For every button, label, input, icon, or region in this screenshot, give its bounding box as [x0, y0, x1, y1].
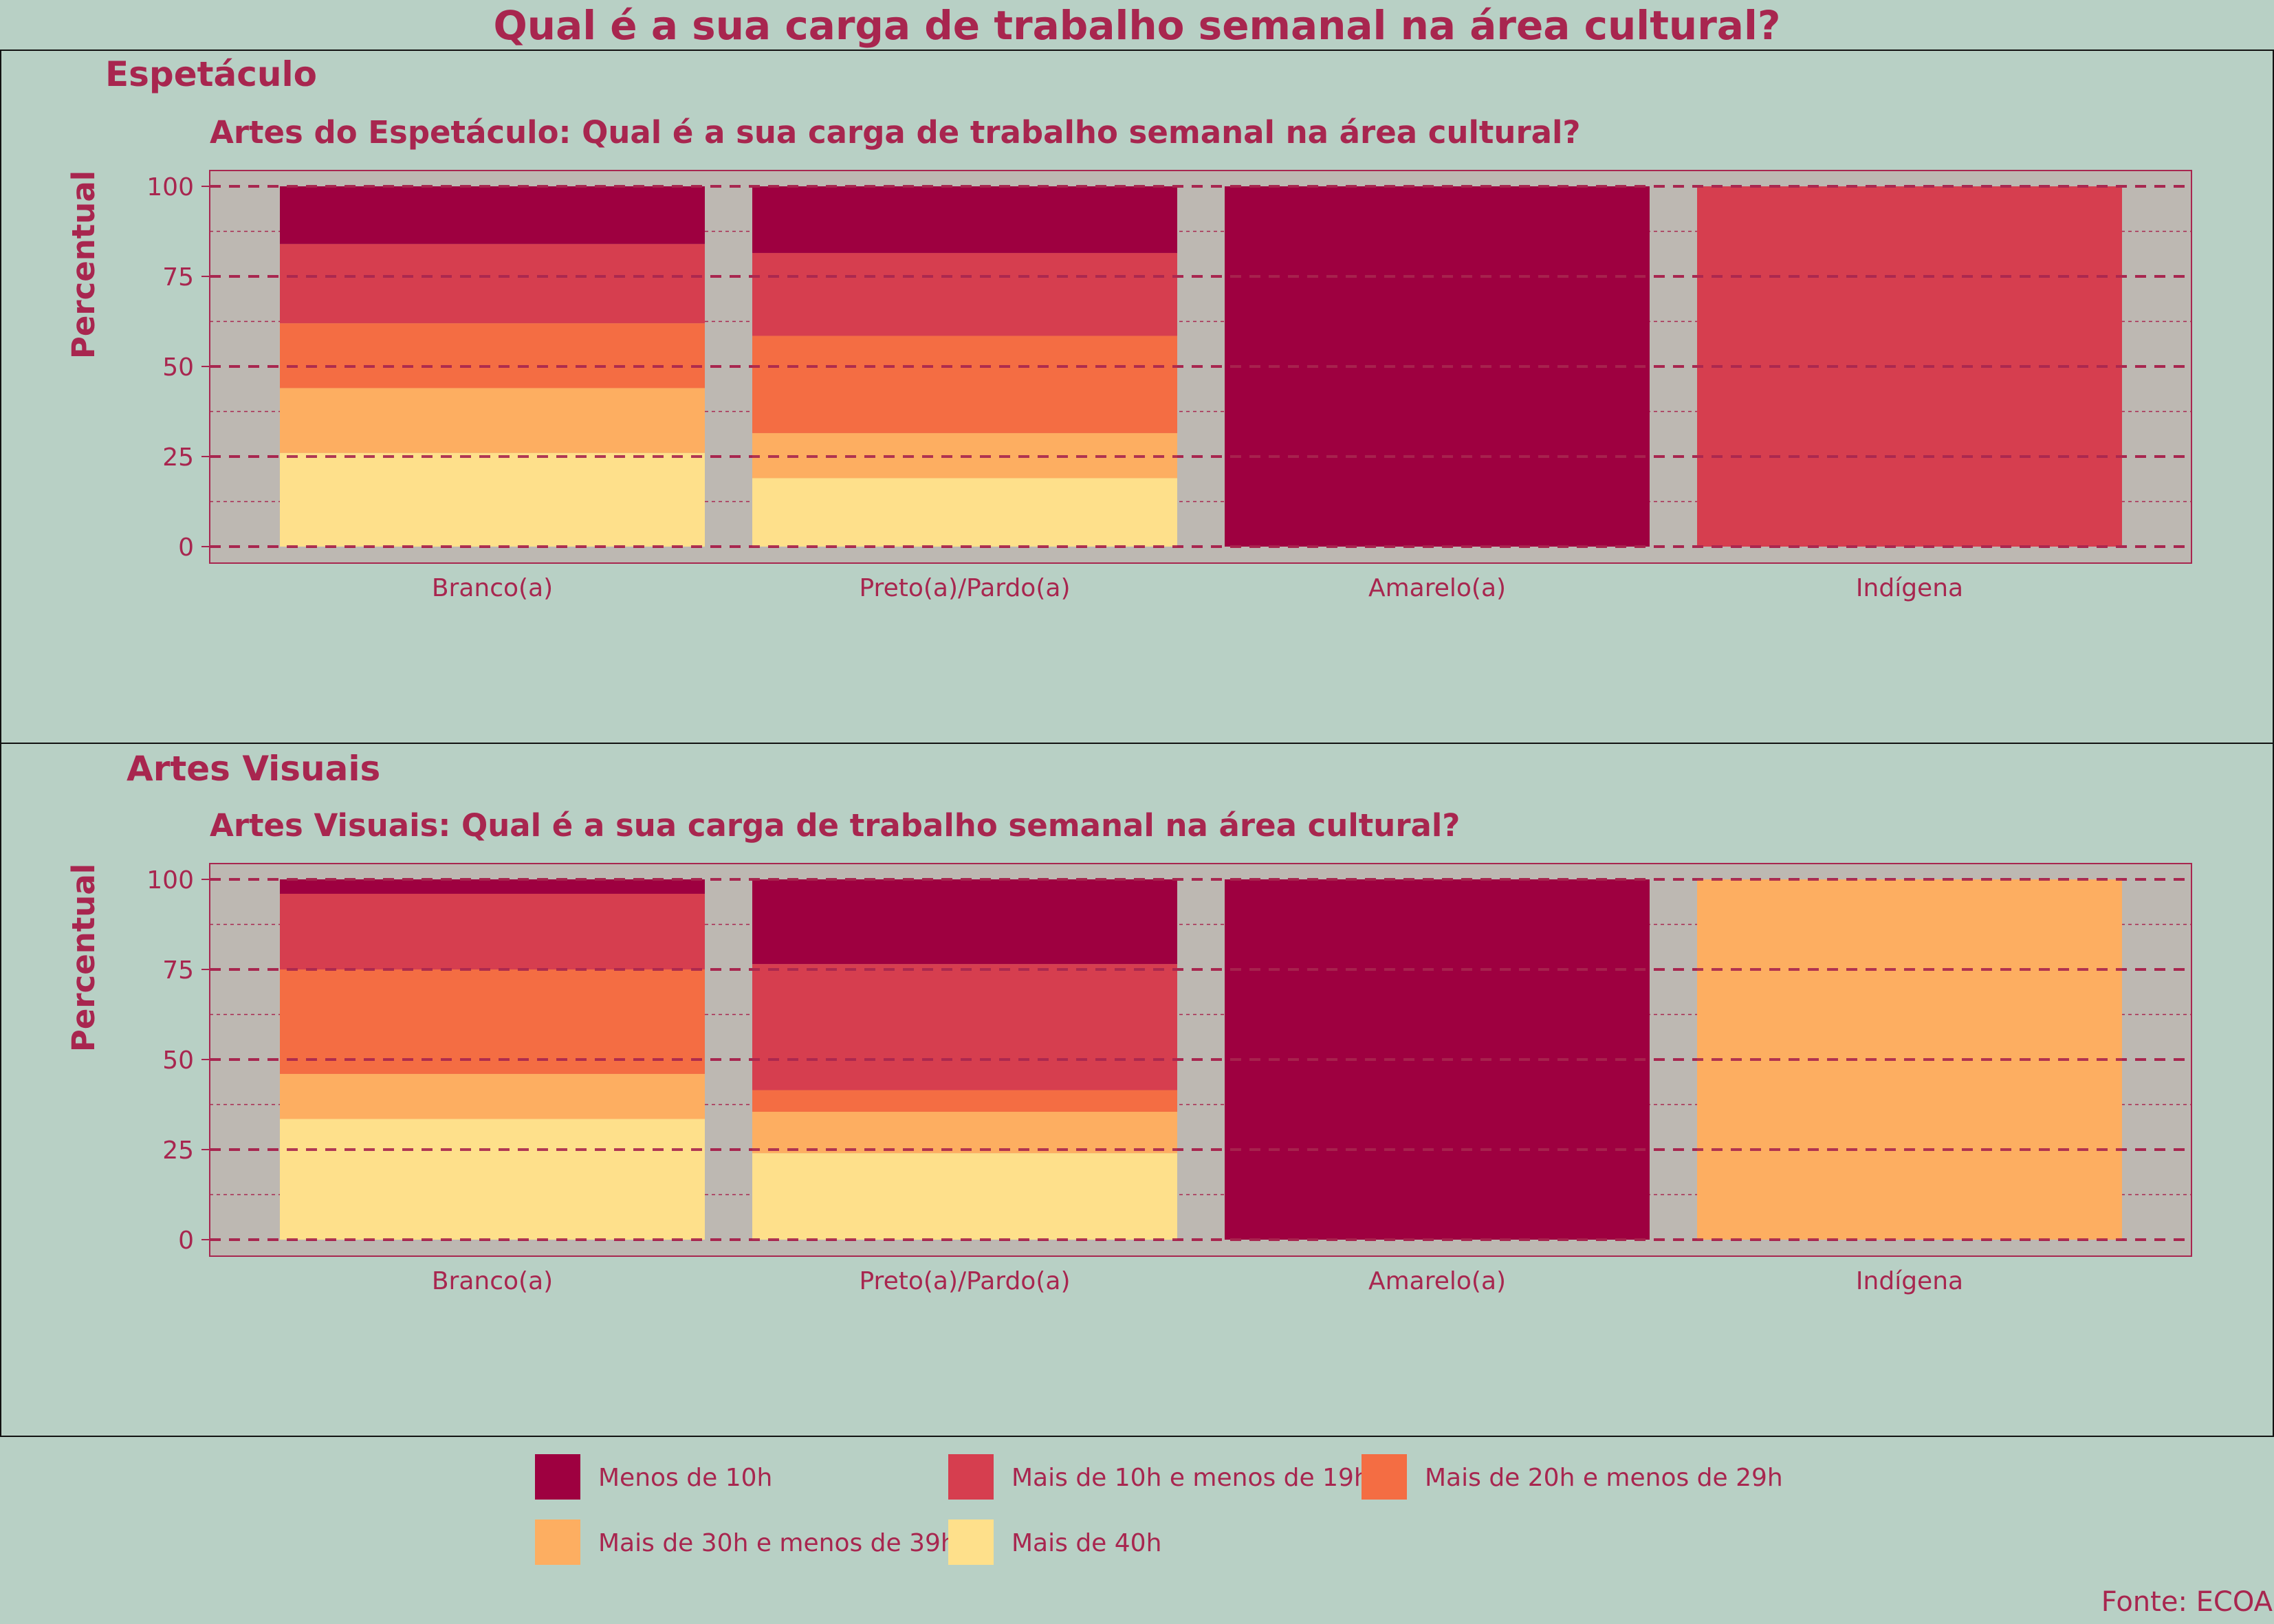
p1-bar-preto-a-pardo-a-menos-de-10h: [752, 186, 1177, 253]
p2-subplot-title: Artes Visuais: Qual é a sua carga de tra…: [210, 807, 1460, 844]
p1-ytick-label: 25: [162, 443, 194, 472]
p2-ytick-label: 0: [178, 1227, 194, 1255]
p1-ytick-label: 100: [146, 173, 194, 201]
p1-bar-branco-a-mais-de-40h: [280, 452, 705, 547]
p1-xtick-label: Indígena: [1856, 574, 1963, 602]
source-caption: Fonte: ECOA: [2101, 1586, 2273, 1618]
p1-ytick-label: 0: [178, 534, 194, 562]
p1-xtick-label: Preto(a)/Pardo(a): [859, 574, 1070, 602]
p1-bar-branco-a-menos-de-10h: [280, 186, 705, 244]
p1-ytick-label: 50: [162, 353, 194, 382]
p1-xtick-label: Branco(a): [432, 574, 553, 602]
p2-ytick-label: 25: [162, 1137, 194, 1165]
p2-bar-preto-a-pardo-a-mais-de-40h: [752, 1153, 1177, 1240]
legend-label-mais-de-30h-e-menos-de-39h: Mais de 30h e menos de 39h: [598, 1529, 956, 1557]
legend-swatch-menos-de-10h: [535, 1454, 580, 1500]
panel-label-artes-visuais: Artes Visuais: [127, 749, 381, 789]
p1-ytick-label: 75: [162, 263, 194, 292]
p1-subplot-title: Artes do Espetáculo: Qual é a sua carga …: [210, 114, 1581, 151]
legend-label-mais-de-20h-e-menos-de-29h: Mais de 20h e menos de 29h: [1425, 1464, 1783, 1492]
p2-bar-preto-a-pardo-a-mais-de-10h-e-menos-de-19h: [752, 964, 1177, 1090]
p2-bar-preto-a-pardo-a-menos-de-10h: [752, 879, 1177, 965]
p2-bar-branco-a-mais-de-20h-e-menos-de-29h: [280, 969, 705, 1074]
legend-swatch-mais-de-10h-e-menos-de-19h: [948, 1454, 994, 1500]
p2-bar-branco-a-mais-de-10h-e-menos-de-19h: [280, 893, 705, 969]
p2-xtick-label: Branco(a): [432, 1267, 553, 1295]
p1-xtick-label: Amarelo(a): [1368, 574, 1506, 602]
p2-xtick-label: Amarelo(a): [1368, 1267, 1506, 1295]
p2-bar-branco-a-mais-de-40h: [280, 1119, 705, 1240]
p2-ylabel: Percentual: [65, 864, 102, 1052]
legend-swatch-mais-de-20h-e-menos-de-29h: [1362, 1454, 1407, 1500]
p2-bar-branco-a-mais-de-30h-e-menos-de-39h: [280, 1073, 705, 1119]
p2-bar-branco-a-menos-de-10h: [280, 879, 705, 894]
p1-bar-branco-a-mais-de-20h-e-menos-de-29h: [280, 323, 705, 388]
p2-ytick-label: 100: [146, 866, 194, 895]
p2-ytick-label: 50: [162, 1046, 194, 1075]
p1-bar-branco-a-mais-de-10h-e-menos-de-19h: [280, 243, 705, 324]
p2-xtick-label: Preto(a)/Pardo(a): [859, 1267, 1070, 1295]
p1-ylabel: Percentual: [65, 171, 102, 359]
p2-bar-preto-a-pardo-a-mais-de-30h-e-menos-de-39h: [752, 1111, 1177, 1154]
legend-swatch-mais-de-40h: [948, 1519, 994, 1565]
panel-frame-artes-visuais: [0, 743, 2274, 1437]
legend-label-mais-de-40h: Mais de 40h: [1012, 1529, 1161, 1557]
p2-xtick-label: Indígena: [1856, 1267, 1963, 1295]
chart-main-title: Qual é a sua carga de trabalho semanal n…: [493, 2, 1781, 49]
p2-ytick-label: 75: [162, 956, 194, 985]
legend-swatch-mais-de-30h-e-menos-de-39h: [535, 1519, 580, 1565]
panel-label-espetaculo: Espetáculo: [105, 54, 317, 94]
p1-bar-preto-a-pardo-a-mais-de-10h-e-menos-de-19h: [752, 252, 1177, 336]
p2-bar-preto-a-pardo-a-mais-de-20h-e-menos-de-29h: [752, 1090, 1177, 1112]
p1-bar-branco-a-mais-de-30h-e-menos-de-39h: [280, 388, 705, 453]
p1-bar-preto-a-pardo-a-mais-de-40h: [752, 478, 1177, 547]
legend-label-menos-de-10h: Menos de 10h: [598, 1464, 772, 1492]
legend-label-mais-de-10h-e-menos-de-19h: Mais de 10h e menos de 19h: [1012, 1464, 1370, 1492]
p1-bar-preto-a-pardo-a-mais-de-20h-e-menos-de-29h: [752, 336, 1177, 433]
